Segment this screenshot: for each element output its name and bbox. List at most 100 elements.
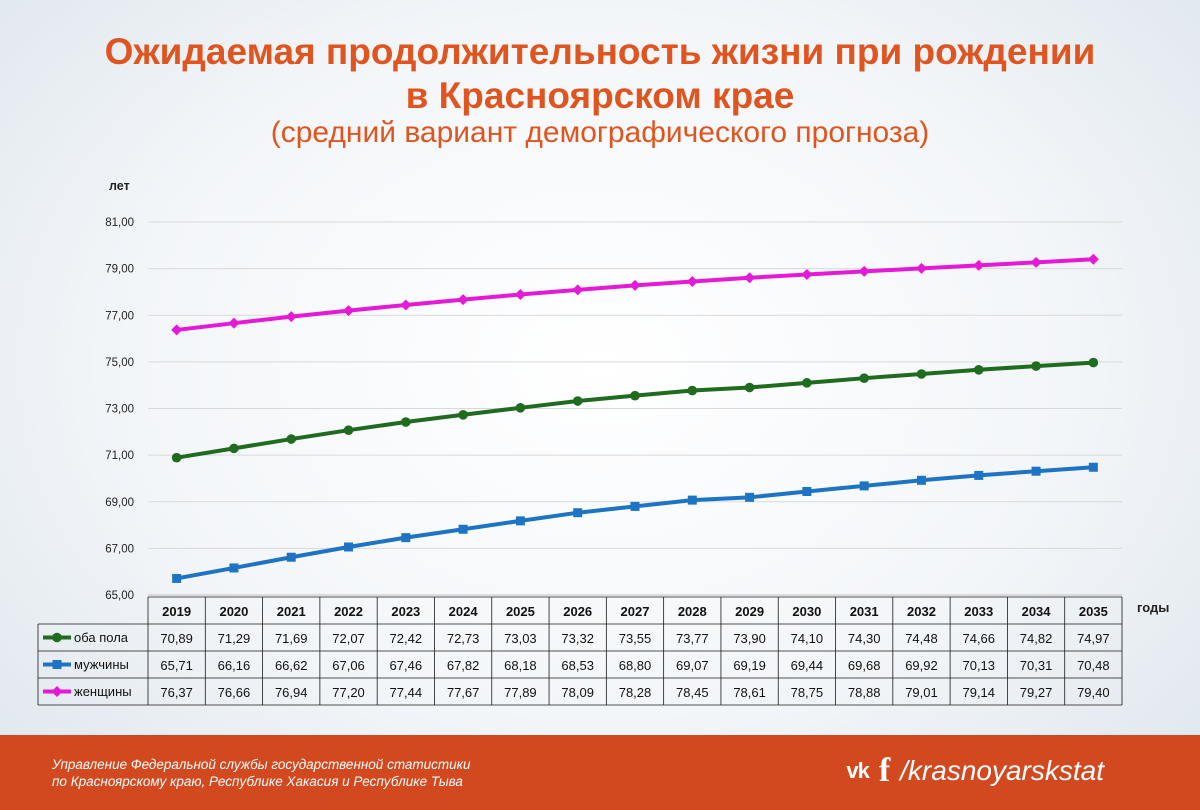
organization-line2: по Красноярскому краю, Республике Хакаси… — [52, 774, 463, 789]
data-point — [458, 524, 468, 534]
x-tick-label: 2025 — [506, 604, 535, 619]
y-tick-label: 79,00 — [105, 264, 134, 276]
data-point — [687, 495, 697, 505]
data-label: 68,80 — [619, 658, 652, 673]
social-handle[interactable]: /krasnoyarskstat — [900, 755, 1104, 786]
data-label: 76,37 — [160, 685, 193, 700]
data-point — [171, 324, 183, 336]
data-point — [1088, 462, 1098, 472]
x-tick-label: 2024 — [449, 604, 479, 619]
facebook-icon[interactable]: f — [878, 752, 891, 789]
data-label: 72,42 — [390, 631, 423, 646]
x-tick-label: 2019 — [162, 604, 191, 619]
data-label: 74,97 — [1077, 631, 1110, 646]
data-label: 76,94 — [275, 685, 308, 700]
data-label: 74,10 — [791, 631, 824, 646]
data-point — [572, 284, 584, 296]
data-point — [228, 317, 240, 329]
data-point — [514, 289, 526, 301]
data-label: 70,13 — [962, 658, 995, 673]
data-label: 77,20 — [332, 685, 365, 700]
data-label: 72,07 — [332, 631, 365, 646]
data-point — [343, 305, 355, 317]
data-point — [1030, 256, 1042, 268]
y-tick-label: 67,00 — [105, 543, 134, 555]
data-point — [973, 259, 985, 271]
legend-label: женщины — [74, 684, 132, 699]
data-point — [859, 373, 869, 383]
data-label: 78,88 — [848, 685, 881, 700]
data-label: 69,68 — [848, 658, 881, 673]
data-label: 65,71 — [160, 658, 193, 673]
data-label: 73,90 — [733, 631, 766, 646]
data-label: 74,30 — [848, 631, 881, 646]
data-label: 69,44 — [791, 658, 824, 673]
data-label: 70,48 — [1077, 658, 1110, 673]
data-point — [745, 492, 755, 502]
y-tick-label: 81,00 — [105, 217, 134, 229]
data-label: 71,69 — [275, 631, 308, 646]
y-axis-label: лет — [109, 179, 130, 193]
social-links: vk f /krasnoyarskstat — [846, 751, 1104, 791]
data-label: 79,40 — [1077, 685, 1110, 700]
data-point — [286, 552, 296, 562]
data-point — [1031, 361, 1041, 371]
data-label: 77,67 — [447, 685, 480, 700]
data-point — [573, 508, 583, 518]
x-tick-label: 2031 — [850, 604, 879, 619]
data-label: 79,14 — [962, 685, 995, 700]
data-label: 72,73 — [447, 631, 480, 646]
chart-subtitle: (средний вариант демографического прогно… — [270, 116, 930, 149]
data-label: 79,01 — [905, 685, 938, 700]
data-label: 66,62 — [275, 658, 308, 673]
data-point — [515, 403, 526, 413]
data-point — [802, 486, 812, 496]
data-point — [630, 501, 640, 511]
data-point — [630, 390, 640, 401]
x-tick-label: 2023 — [391, 604, 420, 619]
data-label: 78,28 — [619, 685, 652, 700]
legend-key-marker — [51, 686, 63, 697]
data-point — [1087, 253, 1099, 265]
data-point — [458, 409, 468, 420]
vk-icon[interactable]: vk — [846, 758, 870, 783]
data-point — [801, 268, 813, 280]
data-label: 70,31 — [1020, 658, 1053, 673]
y-tick-label: 65,00 — [105, 590, 134, 602]
organization-line1: Управление Федеральной службы государств… — [52, 757, 471, 772]
data-point — [229, 443, 239, 454]
y-tick-label: 77,00 — [105, 310, 134, 322]
data-label: 69,19 — [733, 658, 766, 673]
x-tick-label: 2021 — [277, 604, 306, 619]
legend-label: мужчины — [74, 657, 129, 672]
data-point — [916, 369, 927, 379]
legend-key-marker — [52, 632, 62, 643]
data-label: 70,89 — [160, 631, 193, 646]
data-label: 67,82 — [447, 658, 480, 673]
data-point — [286, 434, 297, 444]
chart-title-line2: в Красноярском крае — [405, 75, 795, 116]
data-label: 79,27 — [1020, 685, 1053, 700]
data-label: 73,55 — [619, 631, 652, 646]
organization-name: Управление Федеральной службы государств… — [52, 756, 471, 790]
x-tick-label: 2034 — [1022, 604, 1052, 619]
data-label: 78,75 — [791, 685, 824, 700]
series-line — [174, 257, 1096, 332]
series-line — [174, 465, 1096, 581]
data-point — [744, 382, 755, 393]
data-label: 69,92 — [905, 658, 938, 673]
x-tick-label: 2020 — [219, 604, 248, 619]
series-line — [174, 360, 1096, 460]
data-label: 67,06 — [332, 658, 365, 673]
data-point — [401, 533, 411, 543]
y-tick-label: 73,00 — [105, 404, 134, 416]
footer-bar: Управление Федеральной службы государств… — [0, 735, 1200, 810]
data-label: 78,61 — [733, 685, 766, 700]
data-label: 71,29 — [218, 631, 251, 646]
data-point — [1031, 466, 1041, 476]
data-point — [400, 299, 412, 311]
data-point — [974, 470, 984, 480]
legend-label: оба пола — [74, 630, 129, 645]
data-point — [973, 365, 984, 375]
life-expectancy-chart: 65,00 67,00 69,00 71,00 73,00 75,00 77,00 79,00… — [37, 179, 1169, 706]
